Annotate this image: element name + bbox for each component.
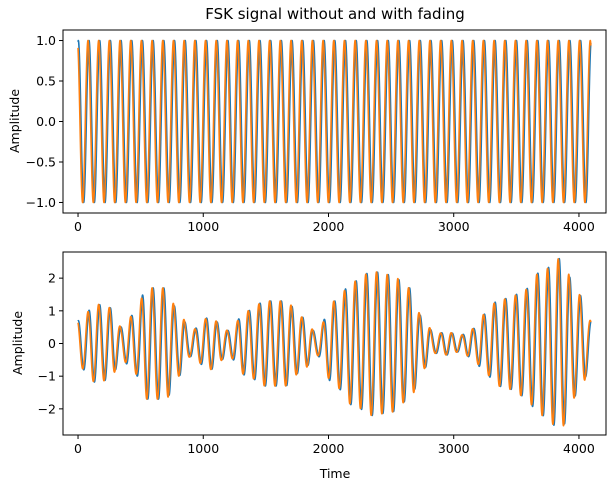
bottom-x-axis-label: Time: [319, 466, 351, 481]
y-tick-label: 1: [48, 303, 56, 318]
x-tick-label: 1000: [187, 441, 219, 456]
y-tick-label: −0.5: [26, 154, 56, 169]
bottom-y-axis-label: Amplitude: [10, 311, 25, 375]
x-tick-label: 2000: [313, 441, 345, 456]
y-tick-label: 0: [48, 336, 56, 351]
top-y-axis-label: Amplitude: [7, 89, 22, 153]
y-tick-label: −2: [38, 401, 56, 416]
bottom-axes: 0 1000 2000 3000 4000 −2 −1 0 1 2: [38, 251, 607, 456]
y-tick-label: 0.5: [36, 74, 56, 89]
y-tick-label: −1: [38, 369, 56, 384]
series-line-2: [77, 258, 592, 427]
x-tick-label: 3000: [438, 441, 470, 456]
x-tick-label: 0: [74, 219, 82, 234]
y-tick-label: 0.0: [36, 114, 56, 129]
x-tick-label: 4000: [563, 441, 595, 456]
y-tick-label: 2: [48, 271, 56, 286]
chart-title: FSK signal without and with fading: [205, 5, 465, 23]
series-line-2: [77, 39, 592, 204]
x-tick-label: 4000: [563, 219, 595, 234]
x-tick-label: 1000: [187, 219, 219, 234]
x-tick-label: 2000: [313, 219, 345, 234]
x-tick-label: 3000: [438, 219, 470, 234]
y-tick-label: −1.0: [26, 195, 56, 210]
top-axes: 0 1000 2000 3000 4000 −1.0 −0.5 0.0 0.5 1.0: [26, 29, 607, 234]
x-tick-label: 0: [74, 441, 82, 456]
y-tick-label: 1.0: [36, 33, 56, 48]
